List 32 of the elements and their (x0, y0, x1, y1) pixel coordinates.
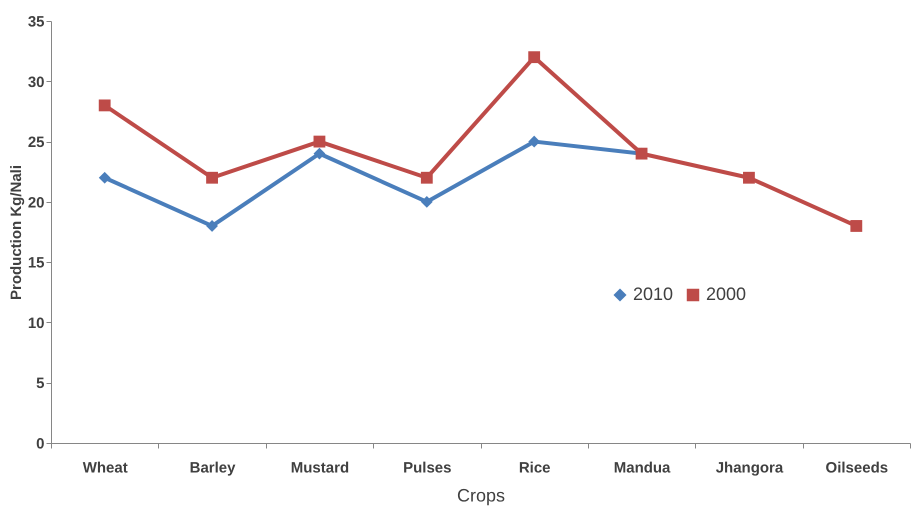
point (420, 196, 433, 208)
legend-label: 2010 (633, 284, 674, 304)
x-tick-label: Oilseeds (826, 460, 888, 476)
x-tick-label: Jhangora (716, 460, 784, 476)
x-tick-label: Barley (190, 460, 236, 476)
y-tick-label: 0 (36, 436, 44, 452)
x-tick-label: Mustard (290, 460, 350, 476)
point (206, 220, 218, 232)
y-axis-title: Production Kg/Nali (8, 165, 25, 300)
point (314, 148, 326, 160)
x-tick-label: Wheat (82, 460, 128, 476)
point (743, 172, 755, 184)
y-tick-label: 5 (36, 375, 44, 392)
x-tick-label: Mandua (614, 460, 672, 476)
point (98, 99, 111, 112)
y-tick-label: 25 (28, 134, 44, 152)
point (206, 172, 218, 184)
x-tick-label: Rice (518, 460, 551, 476)
point (528, 136, 540, 148)
y-tick-label: 15 (28, 254, 44, 272)
y-tick-label: 30 (28, 74, 44, 91)
y-tick-label: 20 (28, 194, 44, 212)
y-tick-label: 35 (28, 14, 44, 30)
x-tick-label: Pulses (403, 460, 452, 476)
y-tick-label: 10 (28, 314, 44, 332)
legend-label: 2000 (706, 284, 746, 304)
point (528, 51, 540, 64)
point (850, 220, 862, 232)
point (420, 172, 433, 184)
point (98, 172, 111, 184)
point (314, 136, 326, 148)
x-axis-title: Crops (456, 486, 506, 506)
